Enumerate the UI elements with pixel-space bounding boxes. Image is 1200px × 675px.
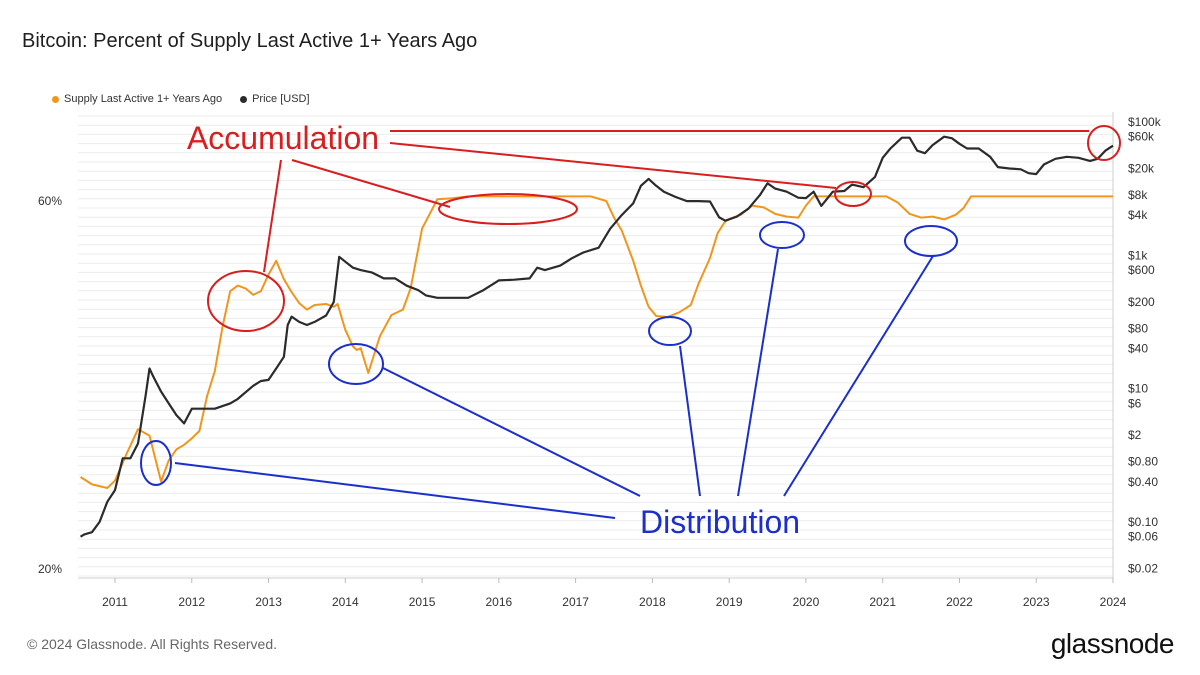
distribution-ellipse bbox=[648, 316, 692, 346]
annotation-layer bbox=[140, 125, 1121, 519]
legend-swatch-price bbox=[240, 95, 248, 103]
chart-legend: Supply Last Active 1+ Years Ago Price [U… bbox=[52, 93, 310, 105]
y-right-tick-label: $0.02 bbox=[1128, 562, 1158, 576]
distribution-leader-line bbox=[783, 255, 934, 497]
y-left-tick-label: 60% bbox=[38, 194, 62, 208]
y-right-tick-label: $600 bbox=[1128, 263, 1155, 277]
y-right-tick-label: $200 bbox=[1128, 295, 1155, 309]
y-right-tick-label: $20k bbox=[1128, 162, 1155, 176]
grid-lines bbox=[78, 115, 1113, 577]
distribution-ellipse bbox=[904, 225, 958, 257]
y-right-tick-label: $2 bbox=[1128, 428, 1142, 442]
accumulation-leader-line bbox=[389, 142, 837, 189]
y-right-tick-label: $10 bbox=[1128, 382, 1148, 396]
annotation-labels: Accumulation Distribution bbox=[187, 120, 800, 540]
y-right-tick-label: $0.40 bbox=[1128, 475, 1158, 489]
distribution-leader-line bbox=[174, 462, 616, 519]
y-right-tick-label: $100k bbox=[1128, 115, 1162, 129]
series-line-supply bbox=[79, 195, 1113, 489]
accumulation-leader-line bbox=[291, 159, 451, 208]
x-tick-label: 2023 bbox=[1023, 595, 1050, 609]
y-right-tick-label: $6 bbox=[1128, 396, 1142, 410]
y-right-tick-label: $1k bbox=[1128, 248, 1148, 262]
y-right-tick-label: $4k bbox=[1128, 208, 1148, 222]
x-tick-label: 2015 bbox=[409, 595, 436, 609]
x-tick-label: 2013 bbox=[255, 595, 282, 609]
x-tick-label: 2016 bbox=[485, 595, 512, 609]
x-tick-label: 2012 bbox=[178, 595, 205, 609]
y-right-tick-label: $40 bbox=[1128, 341, 1148, 355]
x-tick-label: 2017 bbox=[562, 595, 589, 609]
accumulation-label: Accumulation bbox=[187, 120, 379, 156]
y-right-tick-label: $60k bbox=[1128, 130, 1155, 144]
legend-item-supply[interactable]: Supply Last Active 1+ Years Ago bbox=[52, 93, 222, 105]
legend-label-supply: Supply Last Active 1+ Years Ago bbox=[64, 93, 223, 105]
x-tick-label: 2020 bbox=[793, 595, 820, 609]
legend-swatch-supply bbox=[52, 95, 59, 103]
glassnode-logo: glassnode bbox=[1050, 628, 1175, 659]
accumulation-ellipse bbox=[438, 193, 578, 225]
y-right-tick-label: $0.80 bbox=[1128, 455, 1158, 469]
accumulation-leader-line bbox=[263, 159, 282, 273]
x-tick-label: 2019 bbox=[716, 595, 743, 609]
distribution-ellipse bbox=[759, 221, 805, 249]
x-tick-label: 2011 bbox=[102, 595, 128, 609]
distribution-leader-line bbox=[679, 345, 701, 497]
series-layer bbox=[79, 135, 1114, 538]
legend-label-price: Price [USD] bbox=[252, 93, 310, 105]
y-right-tick-label: $0.06 bbox=[1128, 530, 1158, 544]
series-line-price bbox=[79, 135, 1114, 538]
x-tick-label: 2021 bbox=[869, 595, 896, 609]
chart-title: Bitcoin: Percent of Supply Last Active 1… bbox=[22, 30, 478, 52]
copyright-text: © 2024 Glassnode. All Rights Reserved. bbox=[27, 636, 278, 652]
y-right-tick-label: $0.10 bbox=[1128, 515, 1158, 529]
accumulation-ellipse bbox=[207, 270, 285, 332]
x-tick-label: 2022 bbox=[946, 595, 973, 609]
y-left-tick-label: 20% bbox=[38, 562, 62, 576]
x-tick-label: 2024 bbox=[1100, 595, 1127, 609]
accumulation-ellipse bbox=[1087, 125, 1121, 161]
distribution-leader-line bbox=[382, 367, 641, 497]
axes: 2011 2012 2013 2014 2015 2016 2017 2018 2019 2020… bbox=[38, 112, 1162, 609]
distribution-ellipse bbox=[140, 440, 172, 486]
y-right-tick-label: $8k bbox=[1128, 188, 1148, 202]
legend-item-price[interactable]: Price [USD] bbox=[240, 93, 310, 105]
distribution-leader-line bbox=[737, 248, 779, 497]
x-tick-label: 2014 bbox=[332, 595, 359, 609]
distribution-ellipse bbox=[328, 343, 384, 385]
y-right-tick-label: $80 bbox=[1128, 321, 1148, 335]
accumulation-ellipse bbox=[834, 181, 872, 207]
distribution-label: Distribution bbox=[640, 504, 800, 540]
x-tick-label: 2018 bbox=[639, 595, 666, 609]
